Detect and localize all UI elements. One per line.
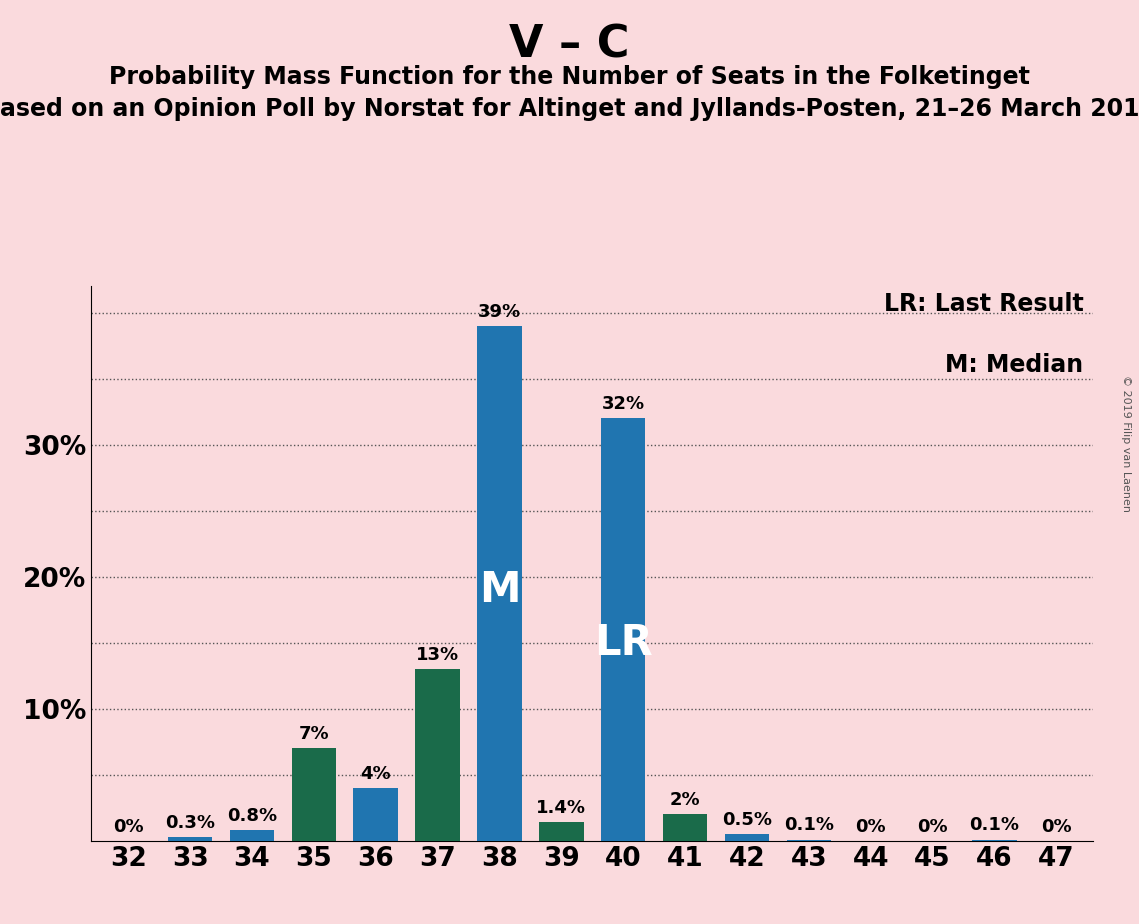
Text: 0.5%: 0.5% bbox=[722, 811, 772, 829]
Text: 0%: 0% bbox=[917, 818, 948, 835]
Bar bbox=[663, 814, 707, 841]
Text: 2%: 2% bbox=[670, 791, 700, 809]
Bar bbox=[167, 837, 212, 841]
Text: LR: LR bbox=[593, 622, 653, 663]
Bar bbox=[601, 419, 646, 841]
Text: Probability Mass Function for the Number of Seats in the Folketinget: Probability Mass Function for the Number… bbox=[109, 65, 1030, 89]
Bar bbox=[292, 748, 336, 841]
Bar bbox=[539, 822, 583, 841]
Text: 0%: 0% bbox=[113, 818, 144, 835]
Text: 4%: 4% bbox=[360, 765, 391, 783]
Bar bbox=[477, 326, 522, 841]
Text: LR: Last Result: LR: Last Result bbox=[884, 292, 1083, 316]
Bar bbox=[416, 669, 460, 841]
Text: 0.8%: 0.8% bbox=[227, 807, 277, 825]
Text: 1.4%: 1.4% bbox=[536, 799, 587, 817]
Bar bbox=[353, 788, 398, 841]
Bar bbox=[787, 840, 831, 841]
Bar bbox=[230, 831, 274, 841]
Text: 32%: 32% bbox=[601, 395, 645, 413]
Text: 0.1%: 0.1% bbox=[784, 816, 834, 834]
Text: 0.1%: 0.1% bbox=[969, 816, 1019, 834]
Text: 7%: 7% bbox=[298, 725, 329, 743]
Text: © 2019 Filip van Laenen: © 2019 Filip van Laenen bbox=[1121, 375, 1131, 512]
Text: V – C: V – C bbox=[509, 23, 630, 67]
Bar bbox=[724, 834, 769, 841]
Text: 0%: 0% bbox=[1041, 818, 1072, 835]
Text: Based on an Opinion Poll by Norstat for Altinget and Jyllands-Posten, 21–26 Marc: Based on an Opinion Poll by Norstat for … bbox=[0, 97, 1139, 121]
Text: 13%: 13% bbox=[416, 646, 459, 664]
Text: 0.3%: 0.3% bbox=[165, 814, 215, 832]
Text: M: Median: M: Median bbox=[945, 353, 1083, 377]
Text: 0%: 0% bbox=[855, 818, 886, 835]
Text: 39%: 39% bbox=[478, 303, 521, 321]
Bar bbox=[973, 840, 1017, 841]
Text: M: M bbox=[478, 569, 521, 611]
